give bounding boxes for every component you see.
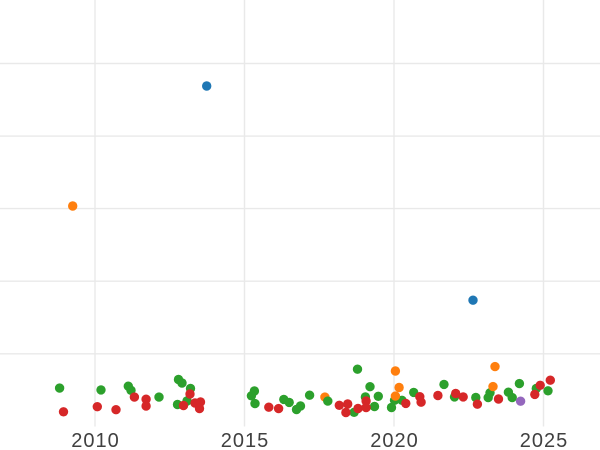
svg-text:2025: 2025 [520,430,569,450]
svg-text:2015: 2015 [221,430,270,450]
svg-text:2020: 2020 [370,430,419,450]
svg-text:2010: 2010 [71,430,120,450]
